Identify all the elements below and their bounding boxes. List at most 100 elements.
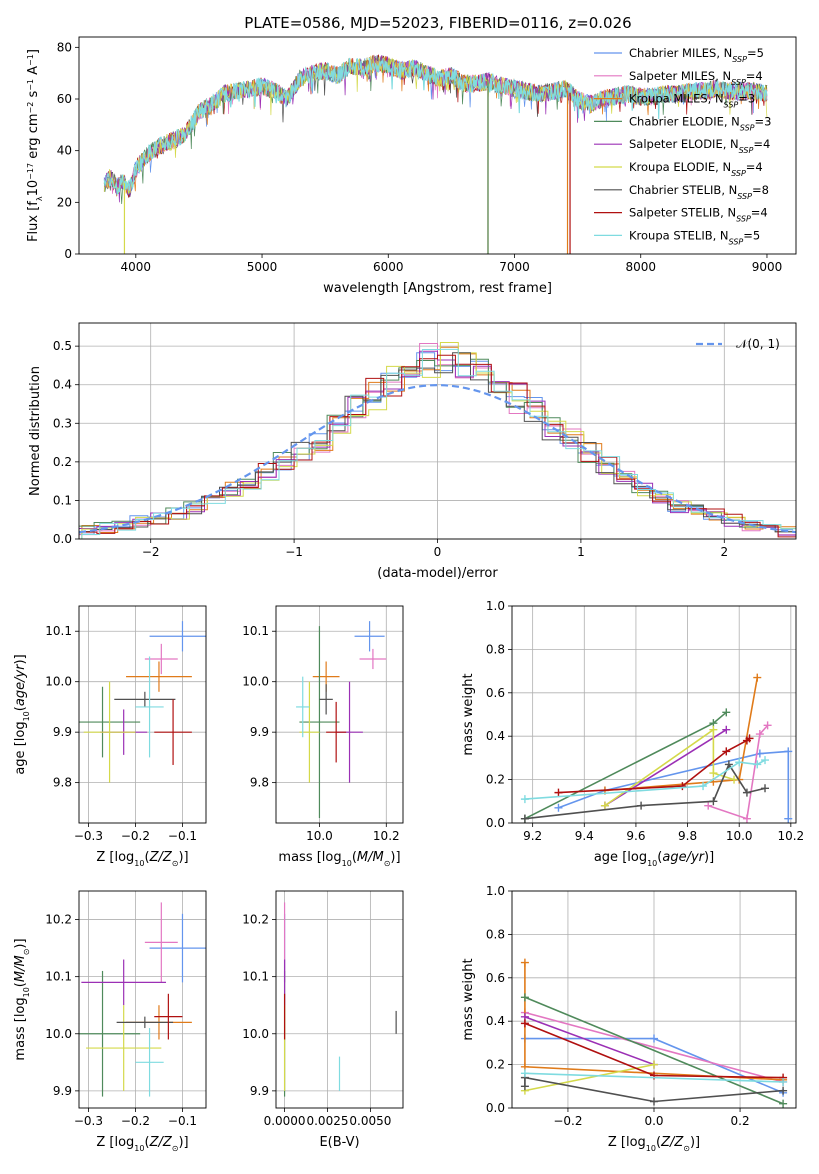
axes-frame <box>78 605 207 824</box>
x-tick-label: 5000 <box>247 260 278 274</box>
legend-entry: Chabrier ELODIE, NSSP=3 <box>629 114 771 131</box>
weight-marker <box>753 673 762 682</box>
y-tick-label: 0.3 <box>53 416 72 430</box>
plot-area <box>520 958 788 1108</box>
x-tick-label: 4000 <box>121 260 152 274</box>
weight-marker <box>735 758 744 767</box>
weight-marker <box>784 747 793 756</box>
y-tick-label: 0.6 <box>486 686 505 700</box>
weight-line-6 <box>524 1076 784 1103</box>
panel-0: 4000 5000 6000 7000 8000 9000 0 20 40 60 80 wavelen… <box>26 36 797 296</box>
weight-marker <box>742 814 751 823</box>
x-tick-label: 10.2 <box>373 829 400 843</box>
x-tick-label: −0.2 <box>121 1114 150 1128</box>
axes-frame <box>78 36 797 255</box>
weight-line-4 <box>524 1016 655 1066</box>
axes-frame <box>275 890 404 1109</box>
weight-line-1 <box>707 724 769 820</box>
x-tick-label: 8000 <box>625 260 656 274</box>
panel-5: −0.3 −0.2 −0.1 9.9 10.0 10.1 10.2 Z [log10(Z/Z⊙… <box>13 890 207 1153</box>
legend-entry: Salpeter MILES, NSSP=4 <box>629 69 763 87</box>
y-tick-label: 0.2 <box>53 455 72 469</box>
weight-line-3 <box>524 996 784 1105</box>
axes-frame <box>275 605 404 824</box>
y-tick-label: 1.0 <box>486 599 505 613</box>
panel-4: 9.2 9.4 9.6 9.8 10.0 10.2 0.0 0.2 0.4 0.6 0.8 1.0 ag… <box>461 599 804 868</box>
plot-area <box>79 342 796 539</box>
y-axis-label: Normed distribution <box>28 366 43 496</box>
weight-marker <box>554 788 563 797</box>
legend-entry: 𝒩(0, 1) <box>736 337 780 351</box>
figure-title: PLATE=0586, MJD=52023, FIBERID=0116, z=0… <box>244 14 631 32</box>
weight-marker <box>753 760 762 769</box>
y-tick-label: 10.0 <box>45 675 72 689</box>
x-tick-label: 9.2 <box>523 829 542 843</box>
weight-line-6 <box>524 762 766 820</box>
weight-marker <box>745 734 754 743</box>
weight-marker <box>520 795 529 804</box>
weight-marker <box>520 1069 529 1078</box>
y-tick-label: 10.2 <box>242 913 269 927</box>
x-tick-label: 0.0 <box>644 1114 663 1128</box>
x-tick-label: 0.2 <box>731 1114 750 1128</box>
weight-marker <box>761 784 770 793</box>
axes-frame <box>78 322 797 540</box>
histogram-step-0 <box>79 352 794 535</box>
legend-entry: Chabrier STELIB, NSSP=8 <box>629 183 769 201</box>
x-tick-label: 10.0 <box>306 829 333 843</box>
x-tick-label: 10.2 <box>777 829 804 843</box>
x-tick-label: 9.8 <box>678 829 697 843</box>
y-tick-label: 10.0 <box>242 675 269 689</box>
weight-marker <box>779 1086 788 1095</box>
weight-marker <box>709 797 718 806</box>
x-tick-label: −0.3 <box>74 829 103 843</box>
weight-line-1 <box>524 1011 784 1083</box>
histogram-step-6 <box>79 352 794 533</box>
weight-marker <box>709 769 718 778</box>
plot-area <box>103 54 768 254</box>
plot-area <box>79 621 206 783</box>
y-tick-label: 9.8 <box>250 776 269 790</box>
plot-area <box>283 902 397 1097</box>
weight-line-2 <box>604 677 759 792</box>
weight-marker <box>600 801 609 810</box>
y-tick-label: 20 <box>57 195 72 209</box>
legend-entry: Kroupa MILES, NSSP=3 <box>629 92 755 110</box>
panel-2: −0.3 −0.2 −0.1 9.8 9.9 10.0 10.1 Z [log10(Z/Z⊙)… <box>13 605 207 868</box>
y-tick-label: 0.5 <box>53 339 72 353</box>
axes-frame <box>511 605 797 824</box>
y-tick-label: 60 <box>57 92 72 106</box>
weight-marker <box>650 1097 658 1106</box>
histogram-step-7 <box>79 354 796 539</box>
y-tick-label: 0.6 <box>486 971 505 985</box>
weight-marker <box>650 1060 658 1069</box>
x-tick-label: 0 <box>434 545 442 559</box>
weight-line-4 <box>604 729 727 807</box>
panel-3: 10.0 10.2 9.8 9.9 10.0 10.1 mass [log10(M/M⊙)] <box>242 605 404 868</box>
x-tick-label: −0.2 <box>121 829 150 843</box>
y-tick-label: 0.4 <box>53 378 72 392</box>
x-axis-label: Z [log10(Z/Z⊙)] <box>96 850 188 868</box>
histogram-step-8 <box>81 348 796 539</box>
y-tick-label: 10.1 <box>242 624 269 638</box>
plot-area <box>79 902 206 1097</box>
weight-marker <box>520 814 529 823</box>
y-tick-label: 0.2 <box>486 1058 505 1072</box>
weight-marker <box>520 1082 529 1091</box>
x-tick-label: 7000 <box>499 260 530 274</box>
x-axis-label: E(B-V) <box>319 1135 359 1150</box>
weight-line-8 <box>524 1072 784 1083</box>
axes-frame <box>511 890 797 1109</box>
y-tick-label: 0.8 <box>486 642 505 656</box>
weight-line-5 <box>524 1063 655 1092</box>
weight-marker <box>755 730 764 739</box>
legend-entry: Chabrier MILES, NSSP=5 <box>629 46 764 64</box>
y-tick-label: 0.4 <box>486 1014 505 1028</box>
y-tick-label: 10.1 <box>45 970 72 984</box>
x-tick-label: 9000 <box>752 260 783 274</box>
x-axis-label: wavelength [Angstrom, rest frame] <box>323 281 552 296</box>
x-tick-label: −1 <box>285 545 303 559</box>
y-axis-label: mass weight <box>461 958 476 1040</box>
x-axis-label: Z [log10(Z/Z⊙)] <box>96 1135 188 1153</box>
